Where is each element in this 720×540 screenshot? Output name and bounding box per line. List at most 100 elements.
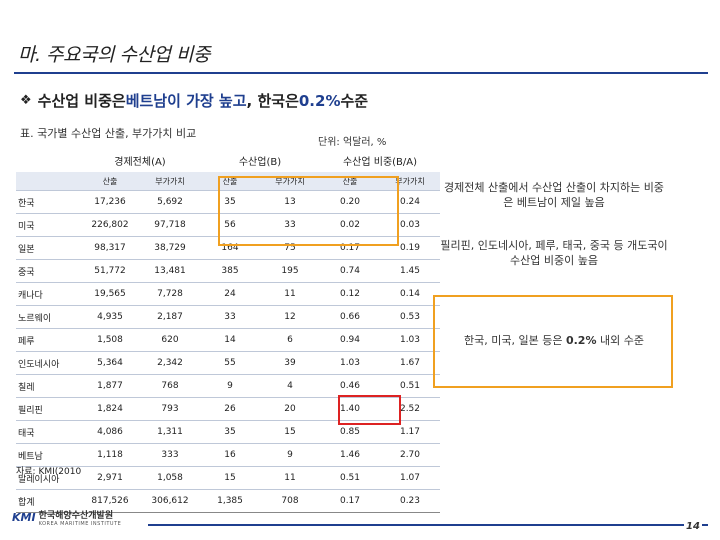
table-cell: 0.02	[320, 213, 380, 237]
table-row: 미국 226,802 97,718 56 33 0.02 0.03	[16, 213, 440, 237]
table-cell: 4	[260, 374, 320, 398]
table-cell: 15	[260, 420, 320, 444]
country-name: 말레이시아	[16, 466, 80, 490]
table-cell: 1,877	[80, 374, 140, 398]
table-row: 일본 98,317 38,729 164 75 0.17 0.19	[16, 236, 440, 260]
table-cell: 0.14	[380, 282, 440, 306]
table-cell: 385	[200, 259, 260, 283]
table-cell: 98,317	[80, 236, 140, 260]
table-cell: 1,508	[80, 328, 140, 352]
table-cell: 11	[260, 466, 320, 490]
country-name: 한국	[16, 190, 80, 214]
country-name: 태국	[16, 420, 80, 444]
table-row: 캐나다 19,565 7,728 24 11 0.12 0.14	[16, 282, 440, 306]
table-cell: 1.17	[380, 420, 440, 444]
table-cell: 0.53	[380, 305, 440, 329]
kmi-korean-name: 한국해양수산개발원	[38, 511, 114, 521]
table-cell: 1.03	[320, 351, 380, 375]
table-cell: 1.46	[320, 443, 380, 467]
group-header-economy: 경제전체(A)	[114, 156, 166, 168]
note-korea-level: 한국, 미국, 일본 등은 0.2% 내외 수준	[440, 333, 668, 348]
table-row: 한국 17,236 5,692 35 13 0.20 0.24	[16, 190, 440, 214]
table-cell: 1.03	[380, 328, 440, 352]
table-cell: 0.74	[320, 259, 380, 283]
table-cell: 15	[200, 466, 260, 490]
table-cell: 0.12	[320, 282, 380, 306]
table-row: 말레이시아 2,971 1,058 15 11 0.51 1.07	[16, 466, 440, 490]
table-cell: 164	[200, 236, 260, 260]
table-row: 베트남 1,118 333 16 9 1.46 2.70	[16, 443, 440, 467]
table-cell: 39	[260, 351, 320, 375]
table-cell: 5,692	[140, 190, 200, 214]
table-cell: 793	[140, 397, 200, 421]
table-cell: 195	[260, 259, 320, 283]
table-cell: 1.40	[320, 397, 380, 421]
table-cell: 2.70	[380, 443, 440, 467]
headline-highlight: 베트남이 가장 높고	[125, 92, 247, 110]
country-name: 미국	[16, 213, 80, 237]
table-cell: 1.67	[380, 351, 440, 375]
note-korea-pre: 한국, 미국, 일본 등은	[464, 334, 566, 347]
table-cell: 13	[260, 190, 320, 214]
table-corner	[16, 148, 80, 172]
slide-title: 마. 주요국의 수산업 비중	[18, 44, 210, 66]
country-name: 필리핀	[16, 397, 80, 421]
headline-value: 0.2%	[298, 91, 341, 110]
table-cell: 55	[200, 351, 260, 375]
table-cell: 1,118	[80, 443, 140, 467]
note-developing-countries: 필리핀, 인도네시아, 페루, 태국, 중국 등 개도국이 수산업 비중이 높음	[440, 239, 668, 267]
fisheries-share-table: 경제전체(A) 수산업(B) 수산업 비중(B/A) 산출 부가가치 산출 부가…	[16, 148, 440, 513]
table-cell: 2,971	[80, 466, 140, 490]
table-cell: 9	[260, 443, 320, 467]
table-cell: 20	[260, 397, 320, 421]
country-name: 인도네시아	[16, 351, 80, 375]
country-name: 페루	[16, 328, 80, 352]
table-cell: 33	[200, 305, 260, 329]
table-cell: 0.94	[320, 328, 380, 352]
table-cell: 38,729	[140, 236, 200, 260]
table-cell: 14	[200, 328, 260, 352]
table-cell: 1.07	[380, 466, 440, 490]
table-cell: 0.46	[320, 374, 380, 398]
table-cell: 4,086	[80, 420, 140, 444]
kmi-logo: KMI 한국해양수산개발원 KOREA MARITIME INSTITUTE	[12, 508, 121, 527]
table-cell: 5,364	[80, 351, 140, 375]
table-caption: 표. 국가별 수산업 산출, 부가가치 비교	[20, 127, 197, 140]
table-cell: 0.03	[380, 213, 440, 237]
table-cell: 19,565	[80, 282, 140, 306]
table-cell: 620	[140, 328, 200, 352]
kmi-logo-mark: KMI	[12, 511, 36, 524]
kmi-english-name: KOREA MARITIME INSTITUTE	[38, 521, 122, 527]
table-cell: 75	[260, 236, 320, 260]
table-cell: 1,311	[140, 420, 200, 444]
page-number: 14	[684, 521, 702, 532]
table-cell: 6	[260, 328, 320, 352]
kmi-logo-text: 한국해양수산개발원 KOREA MARITIME INSTITUTE	[39, 508, 122, 527]
table-row: 노르웨이 4,935 2,187 33 12 0.66 0.53	[16, 305, 440, 329]
table-cell: 0.51	[380, 374, 440, 398]
table-row: 인도네시아 5,364 2,342 55 39 1.03 1.67	[16, 351, 440, 375]
note-box-korea	[433, 295, 673, 388]
headline-prefix: 수산업 비중은	[37, 92, 126, 110]
subheader-blank	[16, 172, 80, 191]
table-cell: 0.23	[380, 489, 440, 513]
table-cell: 0.66	[320, 305, 380, 329]
table-cell: 24	[200, 282, 260, 306]
table-cell: 4,935	[80, 305, 140, 329]
note-korea-value: 0.2%	[565, 334, 597, 347]
headline-middle: , 한국은	[246, 92, 299, 110]
table-cell: 2.52	[380, 397, 440, 421]
country-name: 칠레	[16, 374, 80, 398]
country-name: 캐나다	[16, 282, 80, 306]
unit-label: 단위: 억달러, %	[318, 137, 387, 148]
table-cell: 0.17	[320, 489, 380, 513]
table-cell: 11	[260, 282, 320, 306]
table-cell: 56	[200, 213, 260, 237]
table-cell: 0.19	[380, 236, 440, 260]
table-cell: 2,187	[140, 305, 200, 329]
table-cell: 0.85	[320, 420, 380, 444]
headline: ❖ 수산업 비중은 베트남이 가장 높고 , 한국은 0.2% 수준	[20, 90, 368, 111]
group-header-fisheries: 수산업(B)	[238, 156, 282, 168]
footer-divider	[148, 524, 708, 526]
table-row: 중국 51,772 13,481 385 195 0.74 1.45	[16, 259, 440, 283]
